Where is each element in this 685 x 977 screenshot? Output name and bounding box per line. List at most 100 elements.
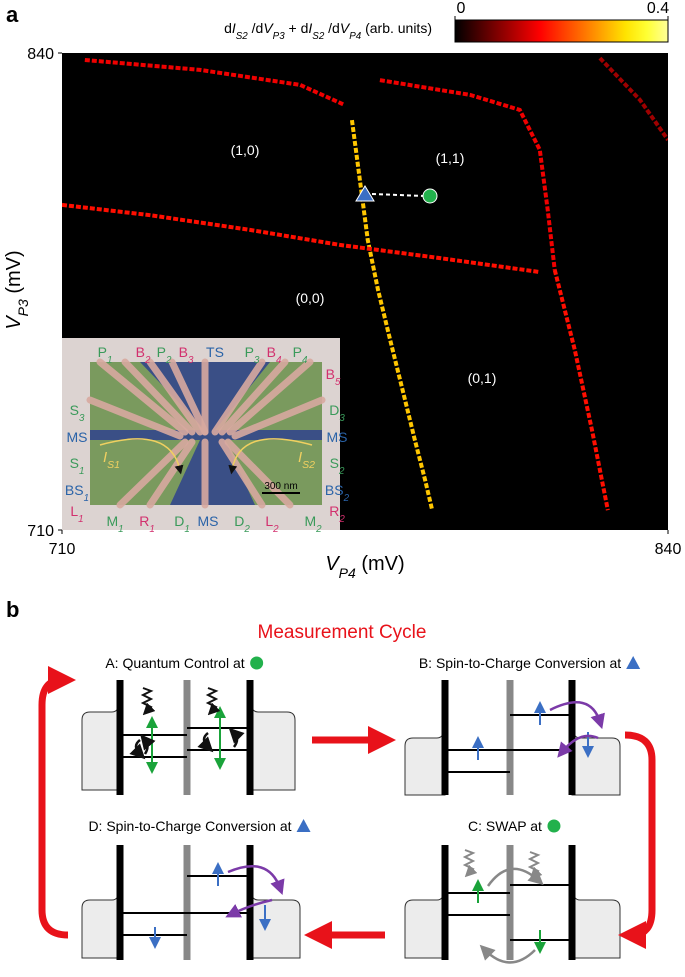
text-part: V	[325, 553, 340, 575]
current-label: IS1	[103, 449, 120, 471]
gate-label: P2	[157, 344, 172, 366]
gate-label: D3	[329, 402, 345, 424]
text-part: L	[70, 503, 78, 519]
colorbar-tick-label: 0	[457, 0, 466, 17]
colorbar	[454, 19, 669, 43]
sem-finger	[168, 358, 209, 436]
gate-label: MS	[327, 429, 348, 445]
region-label: (0,0)	[296, 290, 325, 306]
gate-label: P4	[293, 344, 308, 366]
circle-marker	[547, 819, 561, 833]
region-label: (0,1)	[468, 370, 497, 386]
sem-finger	[218, 438, 266, 509]
text-part: /d	[324, 20, 340, 36]
panel-label: b	[6, 597, 19, 622]
panel-label: a	[6, 2, 19, 27]
x-tick-label: 840	[655, 541, 682, 558]
scale-bar-label: 300 nm	[264, 481, 297, 492]
sem-finger	[121, 358, 196, 436]
current-label: IS2	[298, 449, 315, 471]
current-path	[99, 438, 184, 475]
text-part: S2	[312, 31, 325, 42]
x-axis-label: VP4 (mV)	[325, 553, 404, 581]
region-label: (1,0)	[231, 142, 260, 158]
text-part: BS	[325, 482, 344, 498]
text-part: 1	[107, 355, 112, 366]
x-tick-label: 710	[49, 541, 76, 558]
text-part: 2	[338, 514, 345, 525]
sem-finger	[146, 438, 196, 509]
lead	[404, 722, 446, 796]
panel-title: B: Spin-to-Charge Conversion at	[419, 655, 621, 671]
text-part: D	[174, 513, 184, 529]
gate-label: P1	[98, 344, 113, 366]
y-tick-label: 710	[27, 523, 54, 540]
text-part: P4	[339, 565, 356, 581]
tunnel-arrow	[557, 734, 599, 758]
gate-label: TS	[206, 344, 224, 360]
circle-marker	[422, 188, 438, 204]
text-part: D	[329, 402, 339, 418]
text-part: S	[330, 455, 339, 471]
transition-line	[598, 56, 668, 142]
text-part: 2	[315, 524, 322, 535]
microwave	[205, 687, 221, 716]
text-part: M	[106, 513, 118, 529]
text-part: (mV)	[356, 553, 405, 575]
text-part: B	[136, 344, 145, 360]
text-part: MS	[327, 429, 348, 445]
text-part: P	[245, 344, 254, 360]
gate-label: MS	[67, 429, 88, 445]
sem-finger	[86, 396, 184, 440]
current-path	[228, 438, 313, 475]
text-part: D	[234, 513, 244, 529]
gate-label: S2	[330, 455, 345, 477]
text-part: 1	[78, 514, 83, 525]
text-part: P	[157, 344, 166, 360]
gate-label: S3	[70, 402, 85, 424]
microwave	[140, 687, 156, 716]
tunnel-arrow	[140, 734, 156, 755]
region-label: (1,1)	[436, 150, 465, 166]
text-part: L	[265, 513, 273, 529]
gate-label: L2	[265, 513, 279, 535]
tunnel-arrow	[197, 732, 214, 753]
microwave	[527, 851, 543, 880]
transition-line	[379, 78, 557, 271]
text-part: V	[263, 20, 274, 36]
text-part: 3	[79, 413, 85, 424]
gate-label: R2	[329, 503, 345, 525]
text-part: P3	[15, 299, 31, 316]
transition-line	[552, 269, 610, 511]
gate-label: D2	[234, 513, 250, 535]
lead	[249, 884, 301, 959]
text-part: 3	[254, 355, 260, 366]
text-part: B	[179, 344, 188, 360]
gate-label: L1	[70, 503, 83, 525]
text-part: 2	[272, 524, 279, 535]
text-part: I	[308, 20, 312, 36]
sem-finger	[231, 396, 326, 440]
text-part: MS	[198, 513, 219, 529]
text-part: S1	[107, 459, 120, 471]
text-part: P4	[349, 31, 362, 42]
text-part: 3	[188, 355, 194, 366]
sem-finger	[211, 358, 266, 436]
text-part: MS	[67, 429, 88, 445]
text-part: S	[70, 455, 79, 471]
text-part: 2	[165, 355, 172, 366]
lead	[81, 696, 121, 791]
gate-label: MS	[198, 513, 219, 529]
triangle-marker	[626, 656, 641, 669]
text-part: I	[103, 449, 107, 466]
gate-label: S1	[70, 455, 85, 477]
y-axis-label: VP3 (mV)	[3, 250, 31, 329]
text-part: S2	[236, 31, 249, 42]
sem-finger	[218, 358, 289, 436]
colorbar-tick-label: 0.4	[647, 0, 669, 17]
text-part: S	[70, 402, 79, 418]
y-tick-label: 840	[27, 46, 54, 63]
lead	[404, 884, 446, 959]
text-part: 4	[302, 355, 308, 366]
text-part: P	[293, 344, 302, 360]
